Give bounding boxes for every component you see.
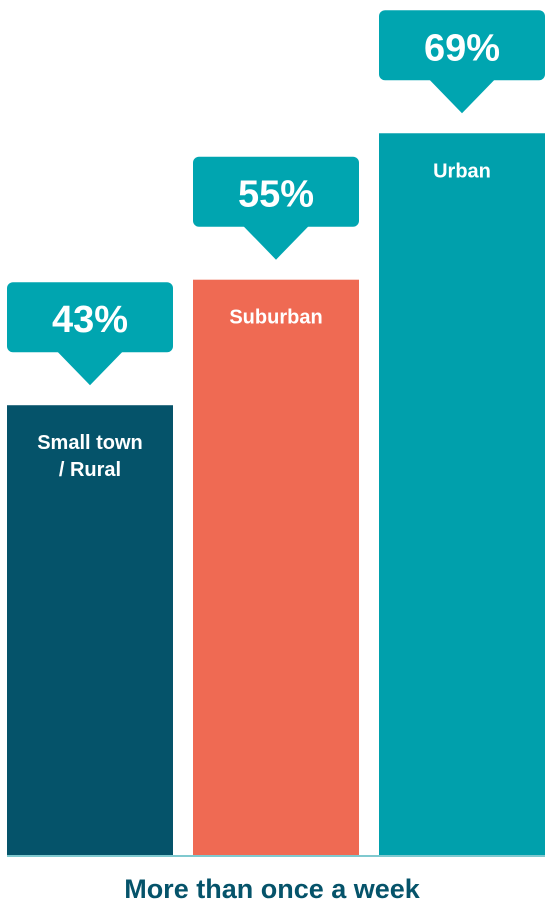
callout-box <box>193 156 359 227</box>
category-label: Small town / Rural <box>37 432 143 481</box>
value-label: 43% <box>52 299 128 341</box>
bar <box>193 279 359 855</box>
x-axis-label: More than once a week <box>124 874 421 904</box>
bar <box>379 133 545 855</box>
bar <box>7 405 173 855</box>
callout-box <box>7 282 173 353</box>
value-label: 55% <box>238 174 314 216</box>
value-label: 69% <box>424 27 500 69</box>
callout-pointer <box>243 225 309 260</box>
callout-box <box>379 10 545 81</box>
callout-pointer <box>429 79 495 114</box>
category-label: Urban <box>433 160 491 182</box>
callout-pointer <box>57 351 123 386</box>
category-label: Suburban <box>229 307 322 329</box>
